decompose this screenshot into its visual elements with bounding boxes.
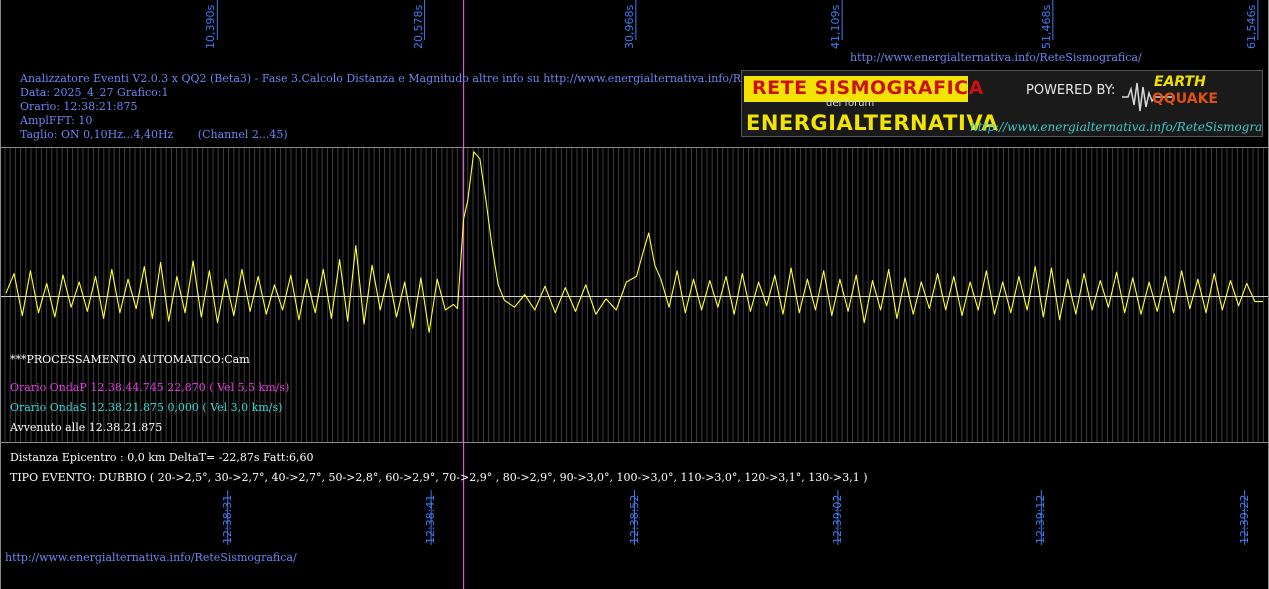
- info-line-filter: Taglio: ON 0,10Hz...4,40Hz (Channel 2...…: [20, 128, 288, 141]
- top-tick-label: 20,578s: [411, 4, 425, 49]
- epicenter-distance: Distanza Epicentro : 0,0 km DeltaT= -22,…: [10, 451, 314, 464]
- minor-grid: [4, 148, 1269, 442]
- bottom-tick-label: 12:38:31: [220, 494, 234, 544]
- bottom-tick-label: 12:38:41: [424, 494, 438, 544]
- info-line-date: Data: 2025_4_27 Grafico:1: [20, 86, 169, 99]
- bottom-tick-label: 12:38:52: [627, 494, 641, 544]
- bottom-tick-label: 12:39:22: [1237, 494, 1251, 544]
- onda-s-time: Orario OndaS 12.38.21.875 0,000 ( Vel 3,…: [10, 401, 283, 414]
- top-tick-label: 41,109s: [829, 4, 843, 49]
- logo-url[interactable]: http://www.energialternativa.info/ReteSi…: [970, 120, 1263, 134]
- bottom-tick-label: 12:39:12: [1034, 494, 1048, 544]
- seismic-wave-icon: [1122, 82, 1172, 112]
- logo-energialternativa-text: ENERGIALTERNATIVA: [746, 111, 999, 135]
- event-time: Avvenuto alle 12.38.21.875: [10, 421, 163, 434]
- info-line-time: Orario: 12:38:21:875: [20, 100, 138, 113]
- top-tick-label: 61,546s: [1244, 4, 1258, 49]
- logo-qquake-text: QQUAKE: [1152, 91, 1218, 107]
- logo-powered-text: POWERED BY:: [1026, 83, 1116, 98]
- info-line-amplfft: AmplFFT: 10: [20, 114, 93, 127]
- top-tick-label: 30,968s: [622, 4, 636, 49]
- rete-sismografica-logo[interactable]: RETE SISMOGRAFICA del forum ENERGIALTERN…: [741, 70, 1263, 137]
- top-tick-label: 10,390s: [204, 4, 218, 49]
- trace-group: [5, 0, 1263, 589]
- bottom-tick-label: 12:39:02: [830, 494, 844, 544]
- footer-url[interactable]: http://www.energialternativa.info/ReteSi…: [5, 551, 297, 564]
- onda-p-time: Orario OndaP 12.38.44.745 22,870 ( Vel 5…: [10, 381, 290, 394]
- top-tick-label: 51,468s: [1039, 4, 1053, 49]
- info-line-title: Analizzatore Eventi V2.0.3 x QQ2 (Beta3)…: [20, 72, 786, 85]
- logo-yellow-band: [744, 76, 968, 102]
- top-url[interactable]: http://www.energialternativa.info/ReteSi…: [850, 51, 1142, 64]
- event-type: TIPO EVENTO: DUBBIO ( 20->2,5°, 30->2,7°…: [10, 471, 868, 484]
- processing-auto-label: ***PROCESSAMENTO AUTOMATICO:Cam: [10, 353, 250, 366]
- logo-forum-text: del forum: [826, 98, 875, 109]
- logo-earth-text: EARTH: [1154, 74, 1206, 90]
- seismic-trace: [5, 151, 1263, 333]
- info-block: Analizzatore Eventi V2.0.3 x QQ2 (Beta3)…: [20, 72, 786, 142]
- logo-rete-text: RETE SISMOGRAFICA: [752, 77, 984, 99]
